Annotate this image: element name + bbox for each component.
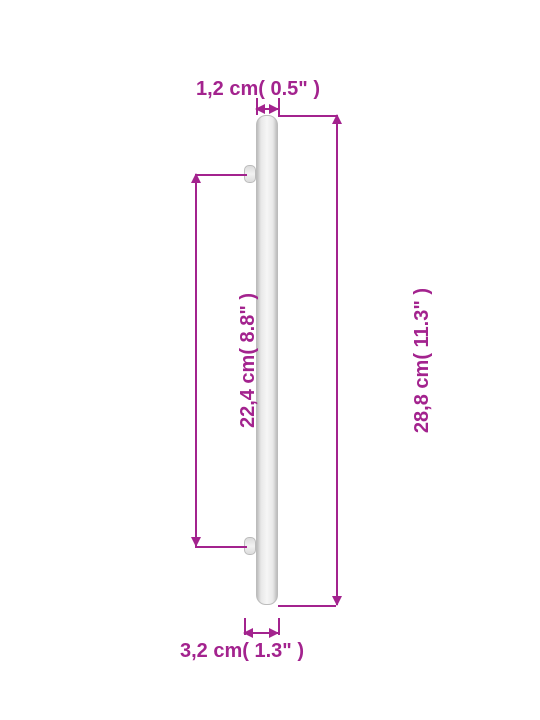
label-bottom-width: 3,2 cm( 1.3" ) <box>180 640 304 663</box>
label-left-height: 22,4 cm( 8.8" ) <box>237 292 260 427</box>
ext-left-bottom <box>195 546 247 548</box>
ext-left-top <box>195 174 247 176</box>
dim-left-height: 22,4 cm( 8.8" ) <box>195 174 197 546</box>
dim-top-width <box>256 108 278 110</box>
label-top-width: 1,2 cm( 0.5" ) <box>196 78 320 101</box>
ext-right-top <box>278 115 336 117</box>
diagram-stage: 22,4 cm( 8.8" ) 28,8 cm( 11.3" ) 1,2 cm(… <box>0 0 540 720</box>
label-right-height: 28,8 cm( 11.3" ) <box>411 287 434 432</box>
ext-right-bottom <box>278 605 336 607</box>
dim-bottom-width <box>244 632 278 634</box>
dim-right-height: 28,8 cm( 11.3" ) <box>336 115 338 605</box>
